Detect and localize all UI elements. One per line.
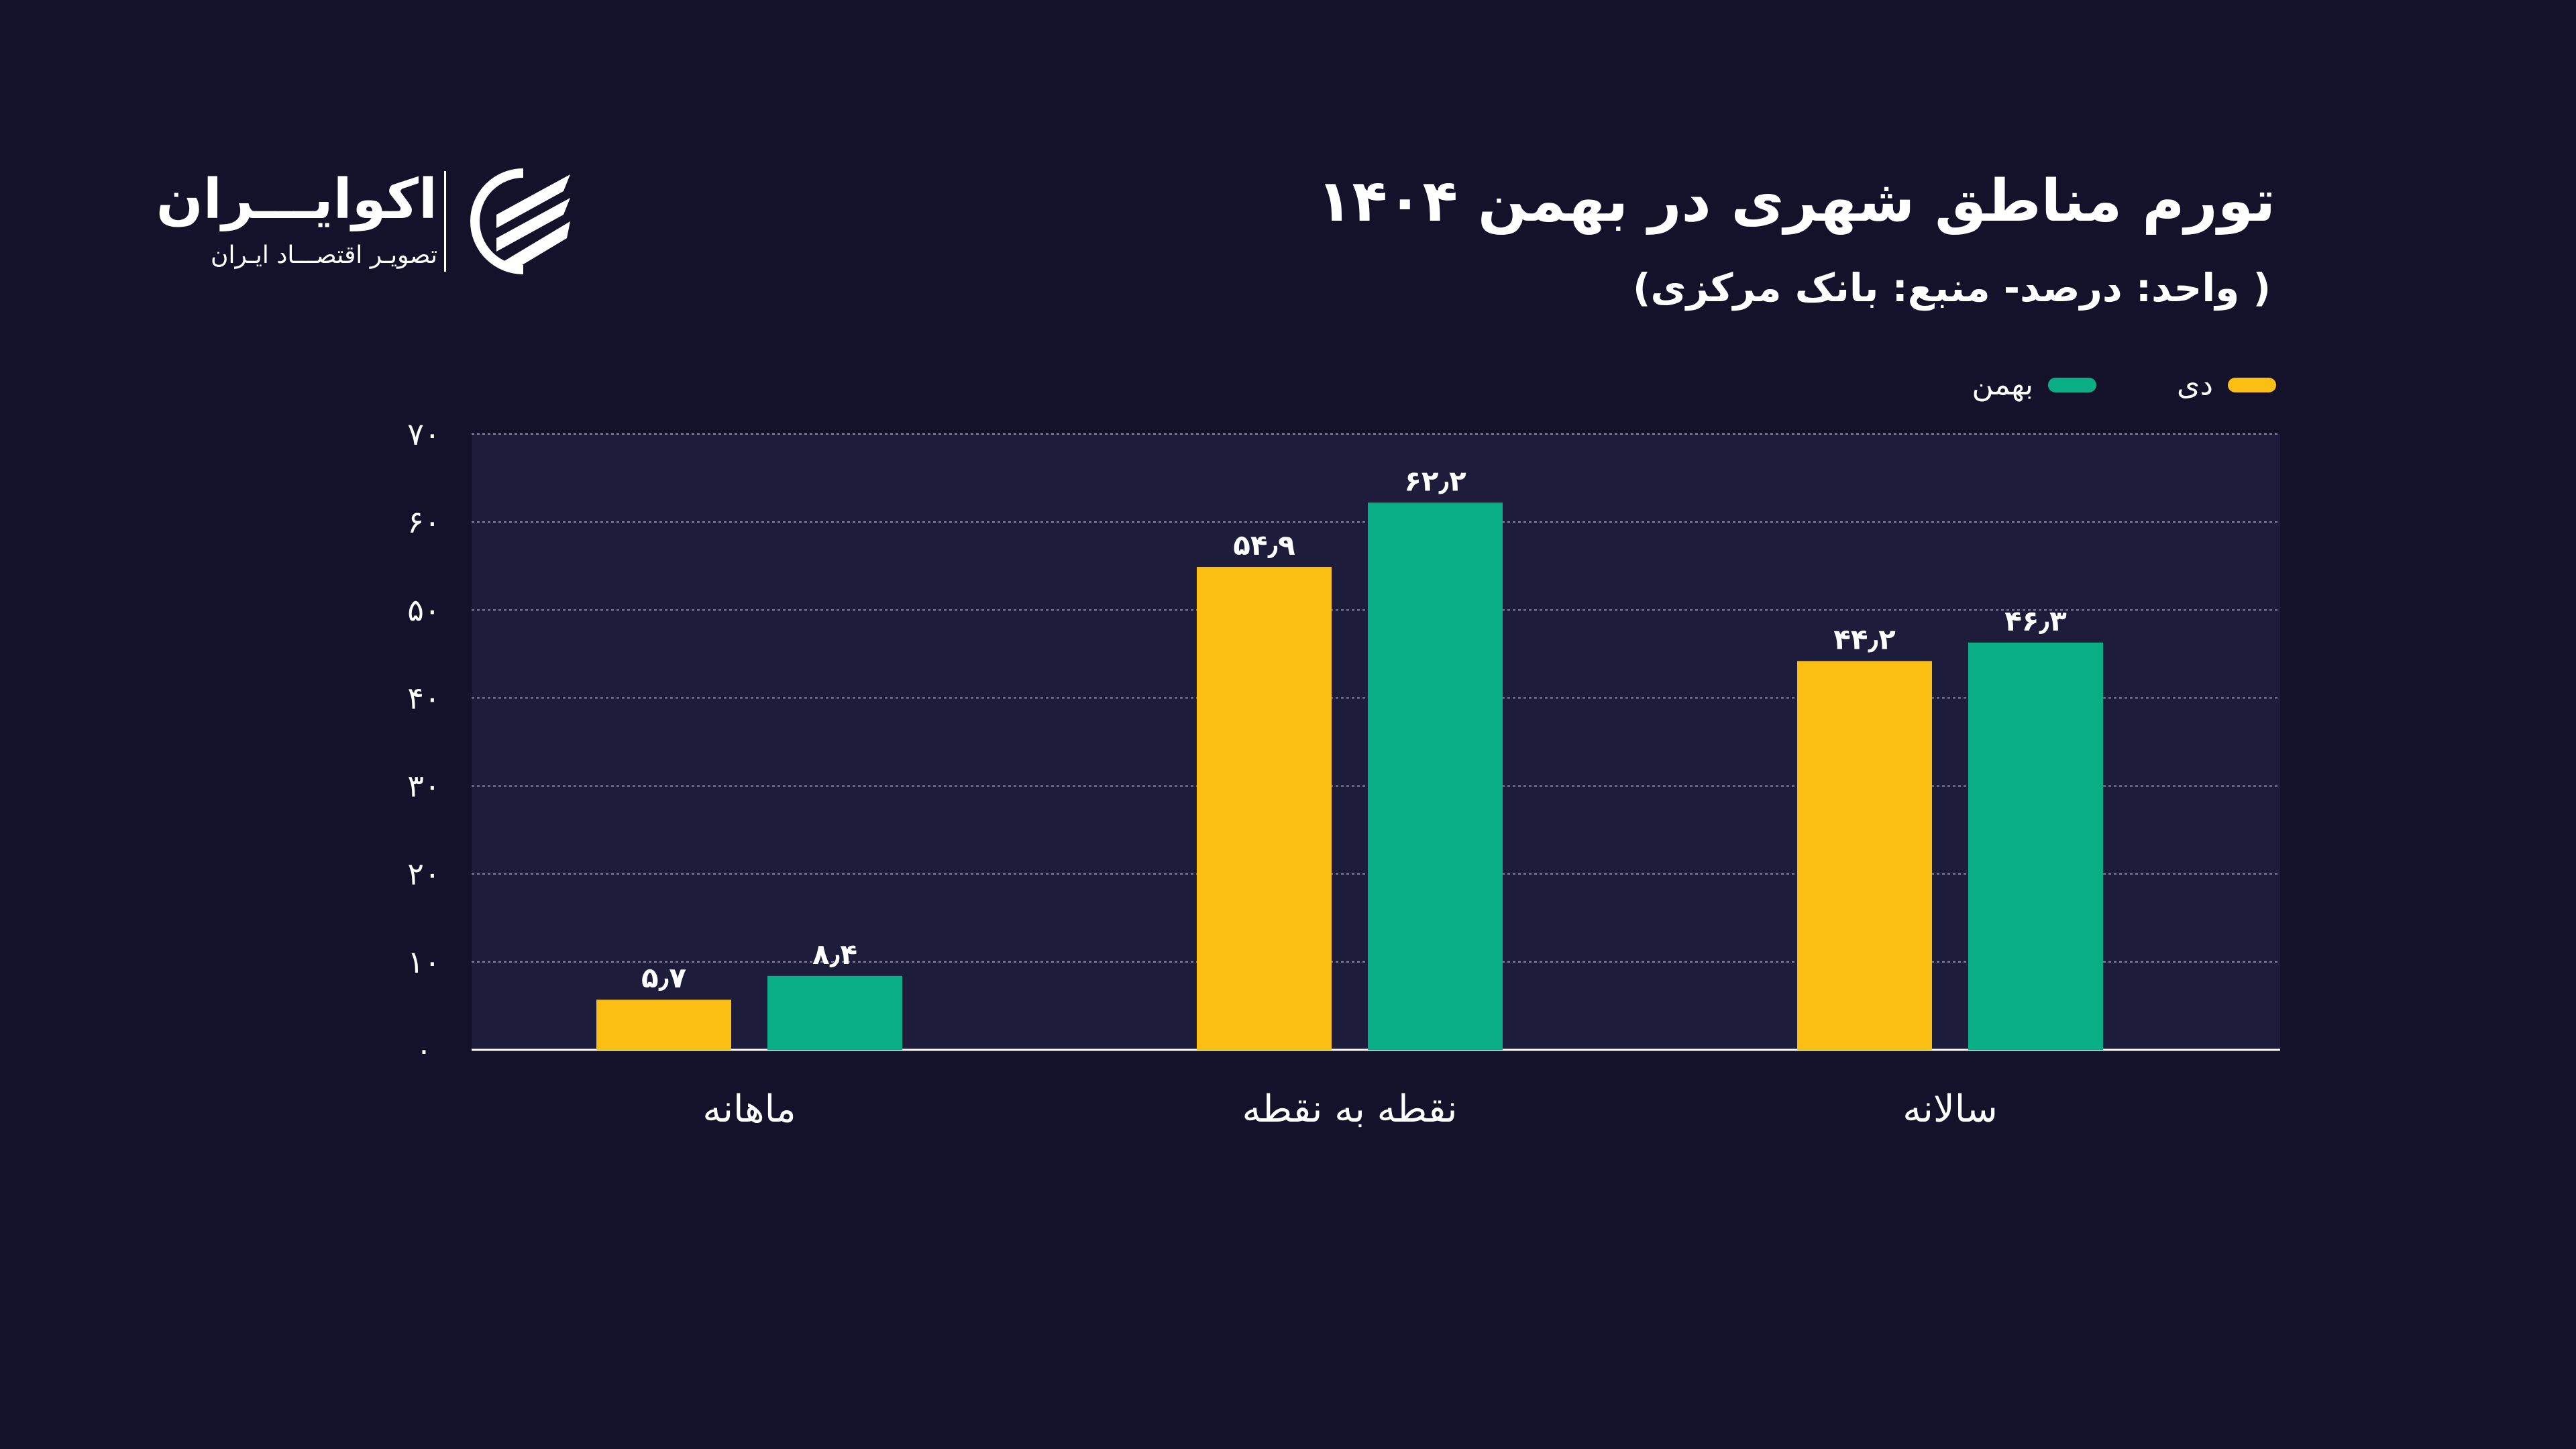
logo-tagline: تصویـر اقتصـــاد ایـران: [211, 241, 437, 269]
y-tick-label: ۱۰: [407, 944, 440, 980]
data-label: ۴۴٫۲: [1833, 623, 1896, 655]
x-category-label: نقطه به نقطه: [1242, 1087, 1458, 1131]
legend-item-bahman: بهمن: [1972, 368, 2096, 402]
bar-0-1: [1197, 567, 1332, 1050]
legend-label-dey: دی: [2176, 368, 2213, 402]
bar-1-2: [1968, 642, 2103, 1050]
y-tick-label: ۲۰: [407, 856, 440, 892]
bar-0-0: [596, 1000, 731, 1050]
y-tick-label: ۵۰: [407, 592, 440, 628]
legend-swatch-dey: [2228, 377, 2276, 392]
legend-swatch-bahman: [2047, 377, 2096, 392]
bar-0-2: [1797, 661, 1932, 1050]
legend: دی بهمن: [1972, 368, 2276, 402]
bar-1-1: [1368, 502, 1503, 1050]
logo-name: اکوایـــران: [156, 168, 437, 231]
legend-item-dey: دی: [2177, 368, 2276, 402]
y-tick-label: ۷۰: [407, 416, 440, 452]
y-tick-label: ۳۰: [407, 768, 440, 804]
bar-1-0: [767, 975, 902, 1050]
x-category-label: سالانه: [1902, 1087, 1998, 1131]
data-label: ۵۴٫۹: [1233, 529, 1295, 561]
logo-divider: [444, 171, 446, 272]
y-tick-label: ۰: [416, 1032, 433, 1068]
legend-label-bahman: بهمن: [1972, 368, 2033, 402]
logo: اکوایـــران تصویـر اقتصـــاد ایـران: [156, 168, 577, 275]
chart-subtitle: ( واحد: درصد- منبع: بانک مرکزی): [1633, 265, 2271, 311]
x-category-label: ماهانه: [702, 1087, 796, 1131]
y-tick-label: ۶۰: [407, 504, 440, 540]
data-label: ۶۲٫۲: [1404, 464, 1466, 497]
data-label: ۸٫۴: [812, 938, 857, 971]
chart-title: تورم مناطق شهری در بهمن ۱۴۰۴: [1316, 168, 2275, 235]
logo-mark-icon: [470, 168, 570, 274]
data-label: ۴۶٫۳: [2004, 604, 2067, 637]
data-label: ۵٫۷: [641, 961, 686, 994]
y-tick-label: ۴۰: [407, 680, 440, 716]
